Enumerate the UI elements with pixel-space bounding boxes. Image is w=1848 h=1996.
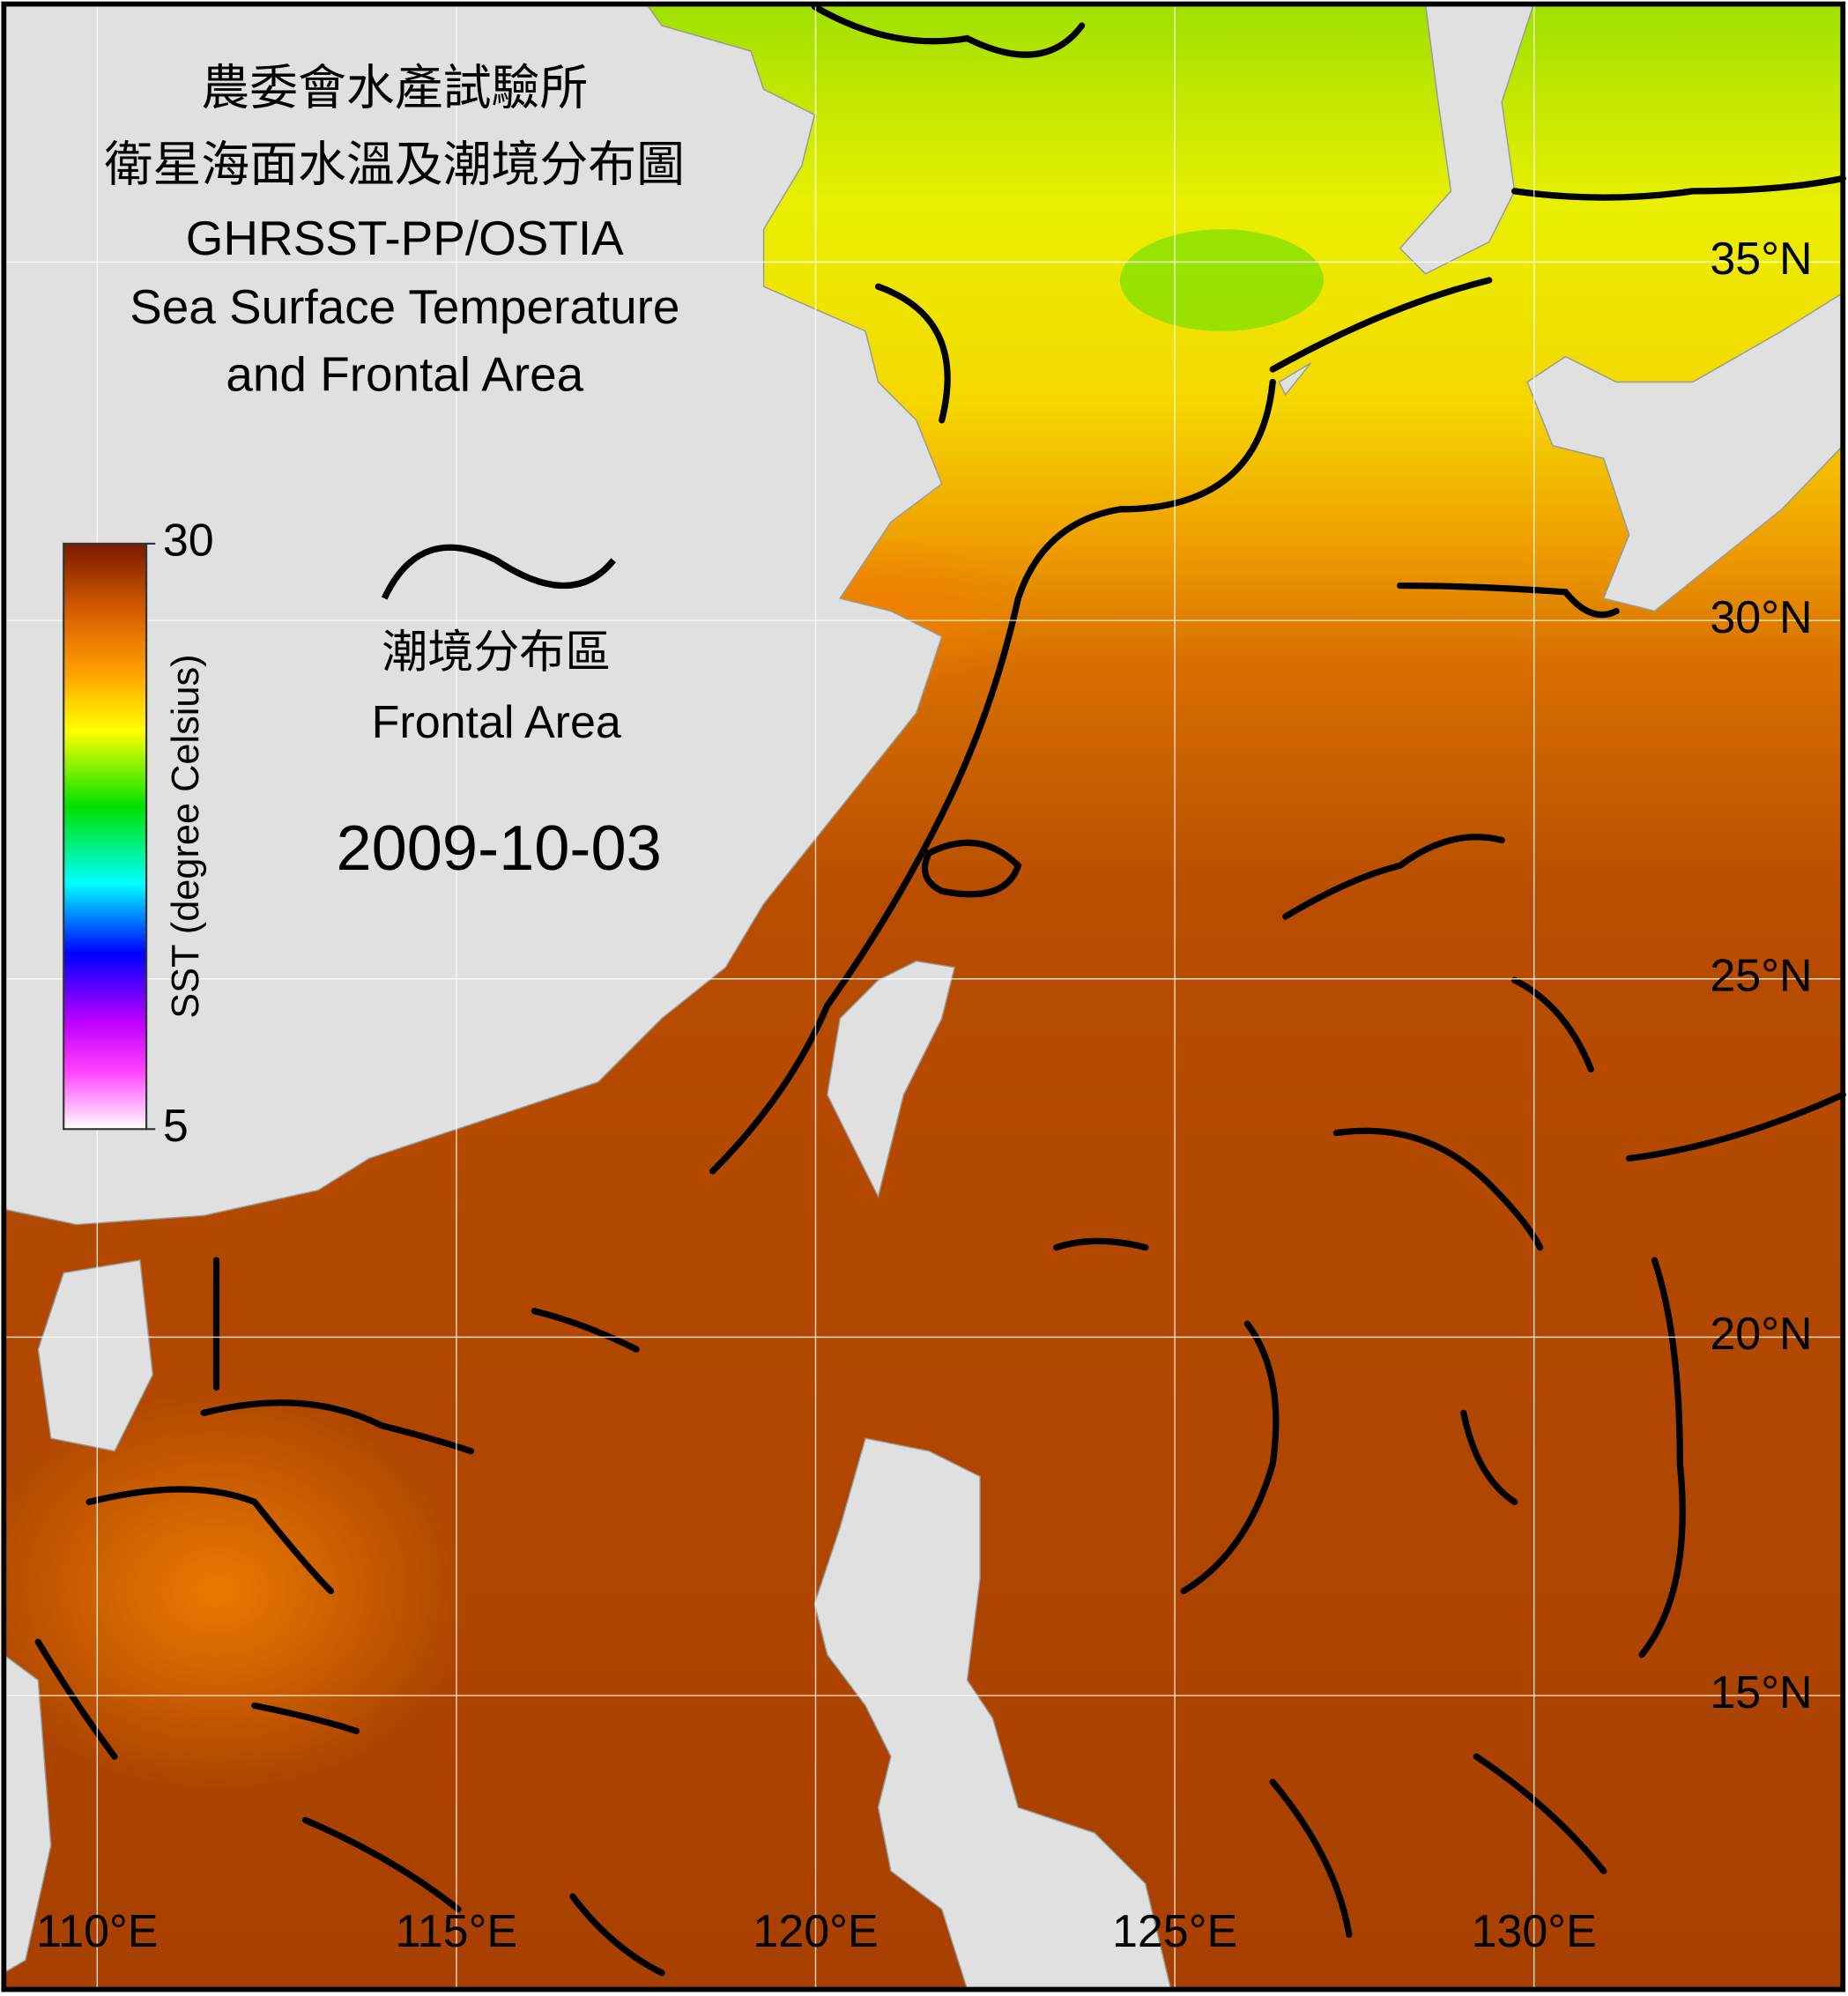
- colorbar-label: SST (degree Celsius): [165, 654, 207, 1018]
- colorbar-tick-label: 30: [163, 516, 214, 567]
- graticule: [4, 4, 1844, 1990]
- title-line: 農委會水產試驗所: [201, 61, 588, 115]
- legend-symbol: [381, 544, 616, 600]
- colorbar: SST (degree Celsius) 5 30: [63, 516, 214, 1152]
- x-tick-label: 115°E: [396, 1906, 517, 1957]
- colorbar-tick-label: 5: [163, 1101, 189, 1152]
- x-tick-label: 120°E: [753, 1906, 878, 1957]
- legend-label-en: Frontal Area: [372, 697, 621, 748]
- y-tick-label: 35°N: [1710, 234, 1812, 285]
- title-line: 衛星海面水溫及潮境分布圖: [104, 137, 685, 191]
- x-tick-label: 130°E: [1472, 1906, 1597, 1957]
- x-tick-label: 110°E: [36, 1906, 158, 1957]
- title-line: GHRSST-PP/OSTIA: [186, 211, 624, 265]
- y-tick-label: 15°N: [1710, 1667, 1812, 1718]
- legend-label-zh: 潮境分布區: [382, 627, 611, 679]
- y-tick-label: 30°N: [1710, 592, 1812, 643]
- colorbar-ramp: [63, 542, 148, 1131]
- frontal-lines: [34, 3, 1846, 1977]
- date: 2009-10-03: [336, 813, 661, 884]
- title-line: and Frontal Area: [226, 347, 583, 402]
- x-tick-label: 125°E: [1112, 1906, 1237, 1957]
- land: [3, 3, 1844, 1991]
- title: 農委會水產試驗所 衛星海面水溫及潮境分布圖 GHRSST-PP/OSTIA Se…: [104, 61, 685, 402]
- y-tick-label: 20°N: [1710, 1309, 1812, 1360]
- y-tick-label: 25°N: [1710, 950, 1812, 1001]
- legend: 潮境分布區 Frontal Area: [372, 544, 621, 748]
- title-line: Sea Surface Temperature: [130, 279, 679, 334]
